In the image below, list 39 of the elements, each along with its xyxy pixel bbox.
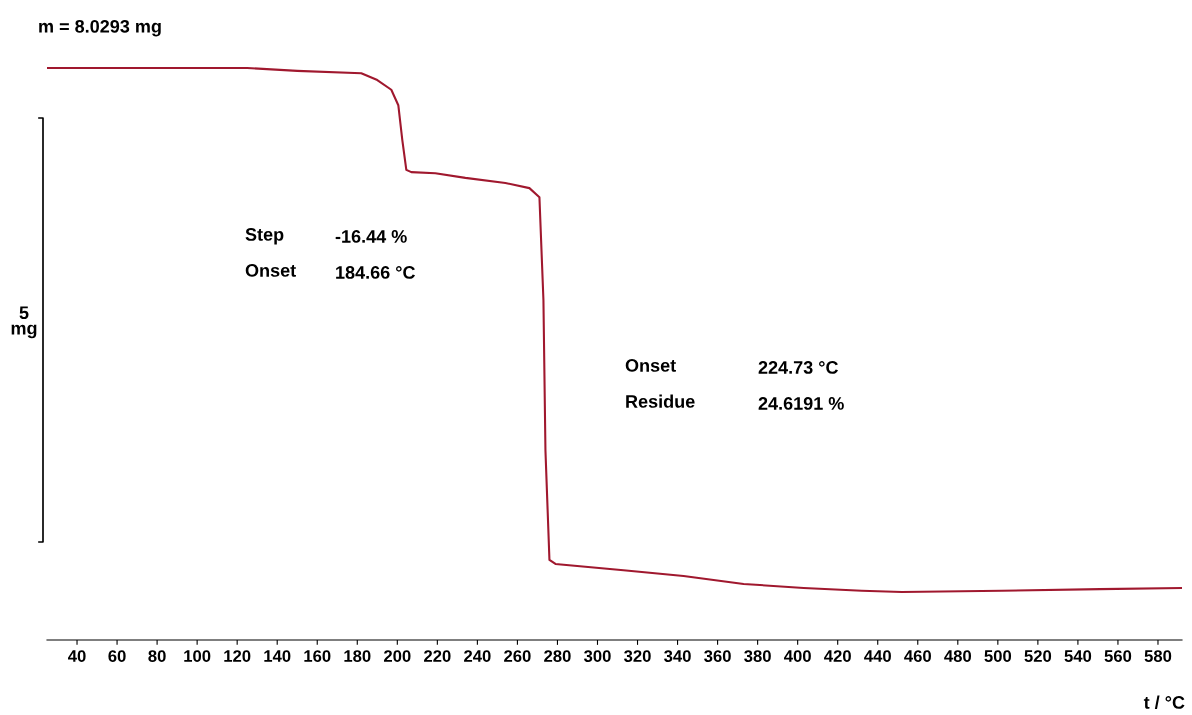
x-tick-label: 100 [184, 650, 211, 662]
x-tick-label: 360 [704, 650, 731, 662]
x-tick-label: 120 [224, 650, 251, 662]
x-tick-label: 560 [1104, 650, 1132, 662]
text: 5 mg [11, 306, 37, 339]
x-tick-label: 460 [904, 650, 931, 662]
x-tick-label: 440 [864, 650, 891, 662]
x-tick-label: 260 [504, 650, 531, 662]
x-tick-label: 380 [744, 650, 771, 662]
x-tick-label: 140 [264, 650, 291, 662]
annotation: 224.73 °C [758, 361, 839, 374]
x-tick-label: 280 [544, 650, 571, 662]
x-tick-label: 320 [624, 650, 651, 662]
x-tick-label: 40 [68, 650, 86, 662]
x-tick-label: 520 [1024, 650, 1052, 662]
x-tick-label: 60 [108, 650, 126, 662]
x-tick-label: 240 [464, 650, 491, 662]
chart-title: m = 8.0293 mg [39, 19, 161, 37]
x-tick-label: 80 [148, 650, 166, 662]
annotation: Step [245, 228, 284, 245]
annotation: Onset [245, 264, 296, 277]
x-tick-label: 500 [984, 650, 1012, 662]
annotation: Residue [626, 394, 695, 408]
x-tick-label: 400 [784, 650, 811, 662]
x-tick-label: 580 [1144, 650, 1172, 662]
annotation: 24.6191 % [758, 397, 844, 410]
annotation: Onset [625, 359, 676, 372]
x-tick-label: 180 [344, 650, 371, 662]
x-tick-label: 540 [1064, 650, 1092, 662]
x-axis-title: t / °C [1143, 695, 1185, 710]
annotation: -16.44 % [335, 230, 407, 243]
x-tick-label: 480 [944, 650, 972, 662]
x-tick-label: 420 [824, 650, 851, 662]
x-tick-label: 200 [383, 650, 411, 662]
x-tick-label: 160 [304, 650, 331, 662]
x-tick-label: 340 [664, 650, 691, 662]
x-tick-label: 220 [424, 650, 451, 662]
annotation: 184.66 °C [336, 266, 416, 279]
x-tick-label: 300 [583, 650, 611, 662]
